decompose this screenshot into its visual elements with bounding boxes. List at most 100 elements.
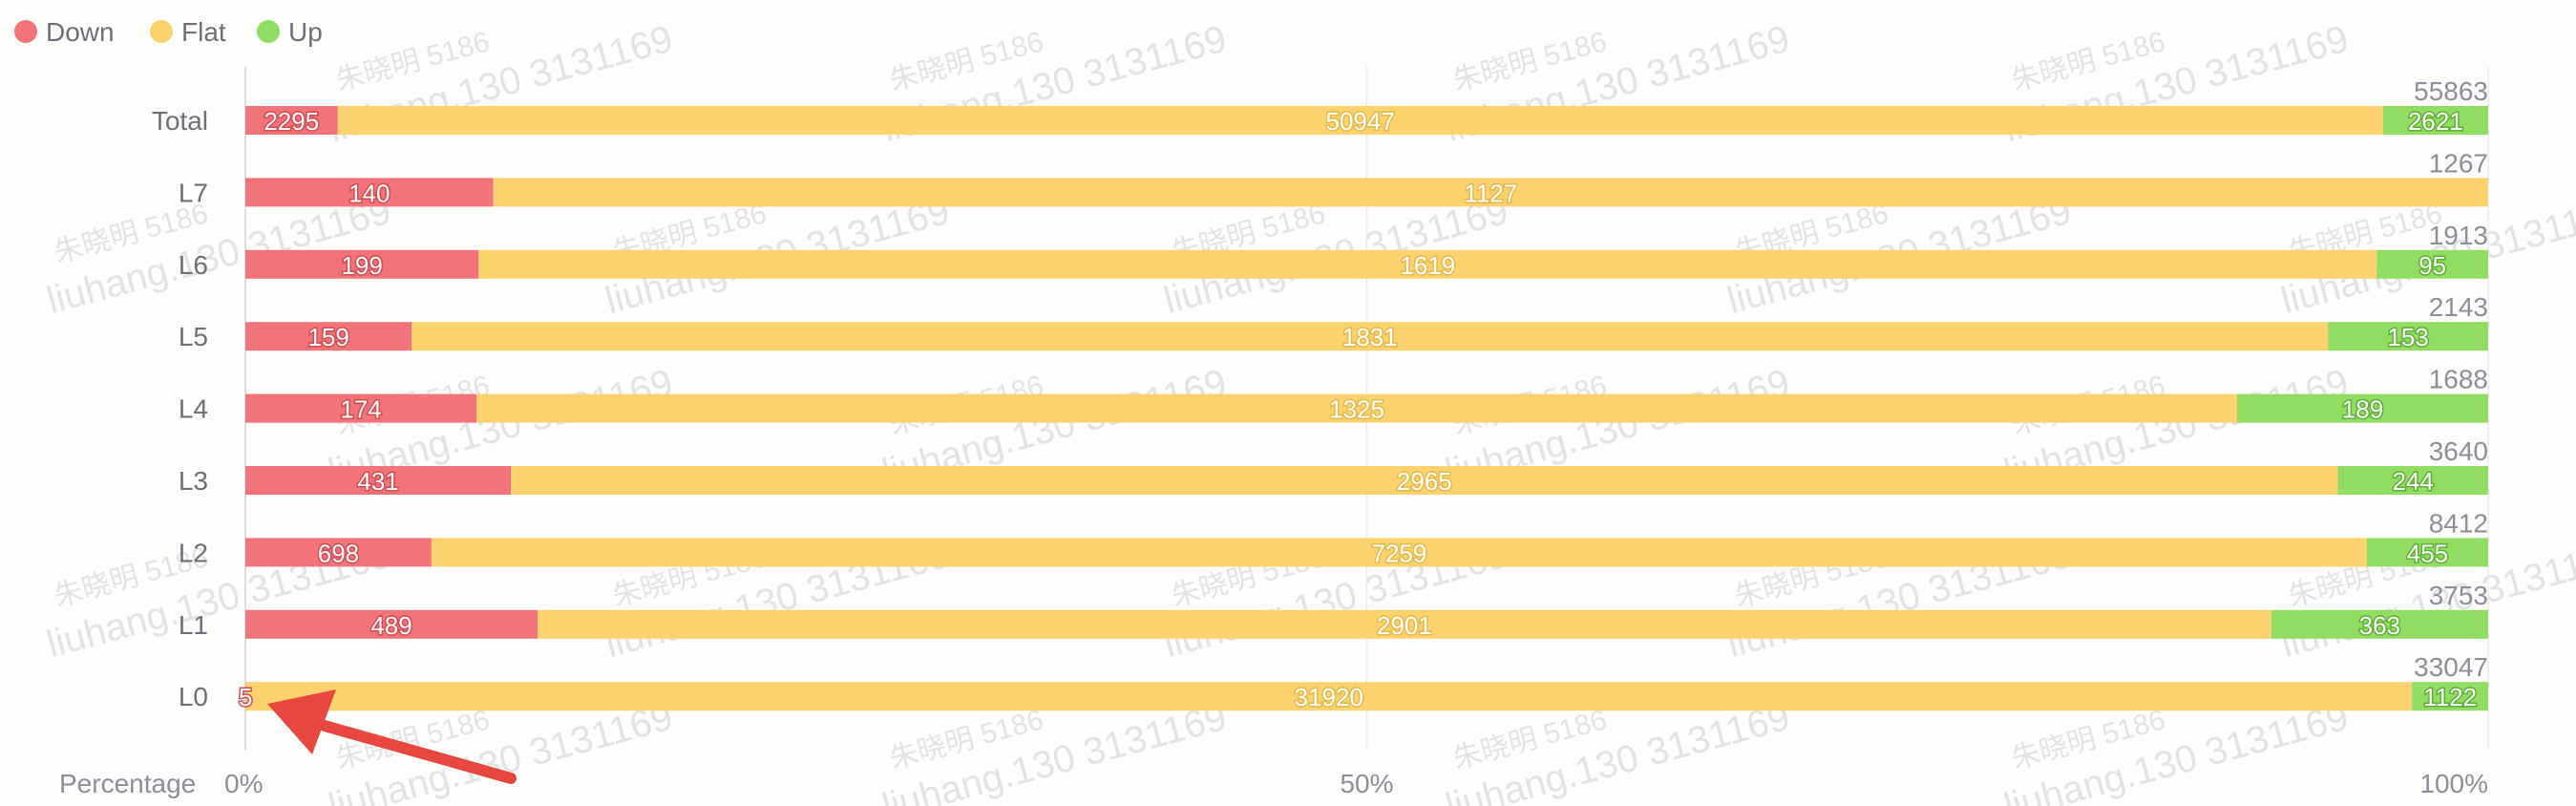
category-label-l4: L4	[179, 394, 208, 424]
bar-l5-flat[interactable]	[412, 322, 2329, 351]
bar-l0-up[interactable]	[2412, 682, 2488, 711]
bar-l2-up[interactable]	[2366, 538, 2488, 567]
bar-label-l5-down: 159	[307, 323, 348, 351]
bar-l4-flat[interactable]	[476, 393, 2237, 423]
category-label-l6: L6	[179, 250, 208, 280]
total-label-l0: 33047	[2414, 652, 2488, 682]
bar-label-l3-up: 244	[2393, 467, 2434, 496]
category-label-l2: L2	[179, 538, 208, 567]
total-label-l4: 1688	[2429, 365, 2488, 394]
legend-item-down[interactable]: Down	[14, 17, 115, 47]
bar-label-l1-flat: 2901	[1377, 611, 1432, 640]
category-label-l1: L1	[179, 610, 208, 640]
bar-label-l0-flat: 31920	[1295, 683, 1363, 711]
bar-label-l4-down: 174	[340, 395, 381, 424]
bar-l6-down[interactable]	[245, 249, 479, 279]
bar-label-l1-up: 363	[2359, 611, 2400, 640]
bar-label-l2-up: 455	[2407, 539, 2448, 567]
bar-l2-flat[interactable]	[431, 538, 2367, 567]
total-label-l3: 3640	[2429, 436, 2488, 466]
legend-marker-down	[14, 20, 37, 43]
category-label-l5: L5	[179, 322, 208, 351]
bar-l6-up[interactable]	[2376, 249, 2488, 279]
bar-label-l6-flat: 1619	[1400, 251, 1455, 280]
bar-label-l4-up: 189	[2342, 395, 2383, 424]
legend-marker-up	[257, 20, 280, 43]
legend-marker-flat	[150, 20, 173, 43]
legend-label-down: Down	[46, 17, 115, 47]
bar-label-total-up: 2621	[2408, 107, 2463, 136]
legend: Down Flat Up	[14, 17, 323, 47]
total-label-l5: 2143	[2429, 292, 2488, 322]
bar-l3-flat[interactable]	[511, 466, 2338, 495]
bar-l3-up[interactable]	[2337, 466, 2488, 495]
total-label-l2: 8412	[2429, 508, 2488, 538]
annotation	[267, 689, 517, 784]
bar-label-l5-up: 153	[2387, 323, 2428, 351]
bar-label-l3-flat: 2965	[1397, 467, 1452, 496]
bar-label-l6-down: 199	[341, 251, 382, 280]
bar-total-down[interactable]	[245, 106, 338, 135]
total-label-l6: 1913	[2429, 221, 2488, 250]
category-label-l0: L0	[179, 682, 208, 711]
bar-label-total-down: 2295	[264, 107, 319, 136]
bar-label-l7-down: 140	[348, 179, 390, 207]
bar-l5-up[interactable]	[2328, 322, 2488, 351]
bar-label-l3-down: 431	[357, 467, 398, 496]
category-label-l7: L7	[179, 178, 208, 207]
bar-l4-down[interactable]	[245, 393, 477, 423]
bar-l1-down[interactable]	[245, 609, 538, 639]
bar-l4-up[interactable]	[2236, 393, 2488, 423]
bar-label-total-flat: 50947	[1325, 107, 1394, 136]
arrow-shaft	[319, 720, 517, 784]
total-label-l7: 1267	[2429, 148, 2488, 178]
x-tick-label-1: 50%	[1340, 769, 1393, 798]
bar-l7-down[interactable]	[245, 178, 494, 207]
bar-l1-flat[interactable]	[538, 609, 2271, 639]
legend-item-up[interactable]: Up	[257, 17, 323, 47]
bar-label-l0-up: 1122	[2423, 683, 2477, 711]
bar-l5-down[interactable]	[245, 322, 412, 351]
bar-l2-down[interactable]	[245, 538, 432, 567]
bar-l7-flat[interactable]	[493, 178, 2488, 207]
total-label-l1: 3753	[2429, 581, 2488, 610]
bar-l1-up[interactable]	[2270, 609, 2488, 639]
bar-total-flat[interactable]	[337, 106, 2383, 135]
bar-label-l6-up: 95	[2418, 251, 2446, 280]
arrow-head	[267, 689, 336, 754]
bar-label-l5-flat: 1831	[1342, 323, 1398, 351]
bar-label-l2-flat: 7259	[1372, 539, 1427, 567]
legend-item-flat[interactable]: Flat	[150, 17, 226, 47]
x-tick-label-0: 0%	[224, 769, 263, 798]
bar-l3-down[interactable]	[245, 466, 512, 495]
total-label-total: 55863	[2414, 76, 2488, 106]
bar-label-l4-flat: 1325	[1329, 395, 1384, 424]
red-arrow-annotation	[267, 689, 517, 784]
bar-label-l7-flat: 1127	[1464, 179, 1517, 207]
x-tick-label-2: 100%	[2419, 769, 2488, 798]
bar-l6-flat[interactable]	[478, 249, 2377, 279]
bar-total-up[interactable]	[2382, 106, 2488, 135]
category-label-l3: L3	[179, 466, 208, 496]
bar-l0-flat[interactable]	[245, 682, 2413, 711]
bar-label-l1-down: 489	[370, 611, 412, 640]
x-axis-title: Percentage	[59, 769, 196, 798]
category-label-total: Total	[152, 106, 208, 136]
